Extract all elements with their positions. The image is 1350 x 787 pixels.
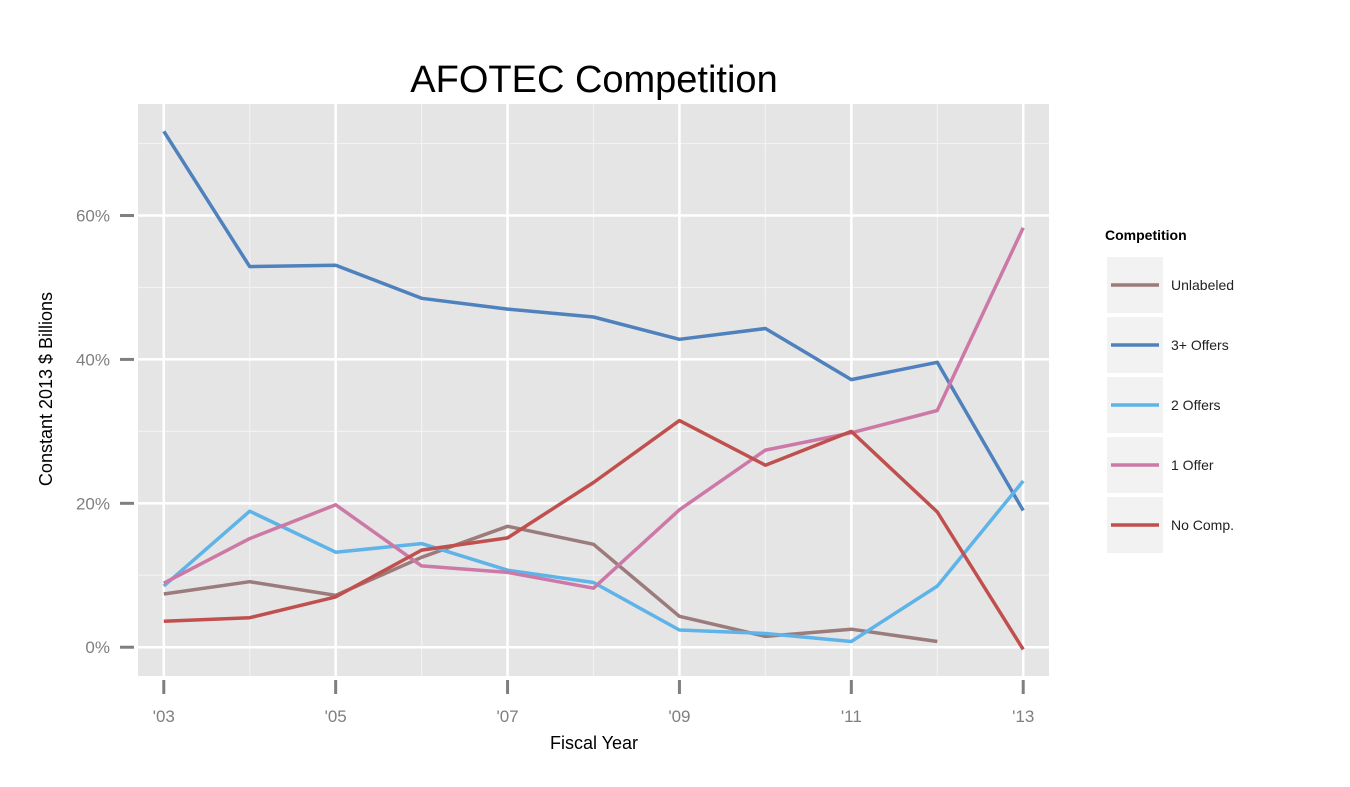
x-tick-label: '03 (153, 707, 175, 726)
series-line-3-offers (162, 130, 1025, 512)
legend: Competition Unlabeled 3+ Offers 2 Offers 1 … (1105, 227, 1234, 553)
x-tick-label: '11 (841, 707, 862, 726)
legend-title: Competition (1105, 227, 1187, 243)
y-tick-label: 20% (76, 494, 110, 513)
legend-label: No Comp. (1171, 517, 1234, 533)
x-tick-label: '13 (1012, 707, 1034, 726)
y-tick-label: 0% (85, 638, 110, 657)
series-lines (162, 130, 1025, 651)
series-line-2-offers (162, 479, 1025, 644)
legend-item-1-offer: 1 Offer (1107, 437, 1214, 493)
legend-item-unlabeled: Unlabeled (1107, 257, 1234, 313)
legend-item-3-offers: 3+ Offers (1107, 317, 1229, 373)
x-tick-label: '05 (325, 707, 347, 726)
x-axis-tick-labels: '03 '05 '07 '09 '11 '13 (153, 707, 1035, 726)
series-line-no-comp (163, 418, 1025, 651)
legend-item-no-comp: No Comp. (1107, 497, 1234, 553)
y-axis-title: Constant 2013 $ Billions (36, 292, 56, 486)
legend-label: Unlabeled (1171, 277, 1234, 293)
chart-title: AFOTEC Competition (410, 59, 777, 101)
x-tick-label: '07 (496, 707, 518, 726)
y-axis-tick-labels: 0% 20% 40% 60% (76, 207, 110, 658)
legend-label: 1 Offer (1171, 457, 1214, 473)
major-gridlines (138, 104, 1049, 676)
y-tick-label: 60% (76, 207, 110, 226)
legend-label: 3+ Offers (1171, 337, 1229, 353)
legend-label: 2 Offers (1171, 397, 1221, 413)
x-axis-title: Fiscal Year (550, 733, 638, 753)
legend-item-2-offers: 2 Offers (1107, 377, 1221, 433)
axis-ticks (120, 214, 1025, 694)
minor-gridlines (138, 104, 1049, 676)
x-tick-label: '09 (668, 707, 690, 726)
series-line-unlabeled (163, 524, 938, 644)
y-tick-label: 40% (76, 350, 110, 369)
series-line-1-offer (162, 227, 1025, 590)
